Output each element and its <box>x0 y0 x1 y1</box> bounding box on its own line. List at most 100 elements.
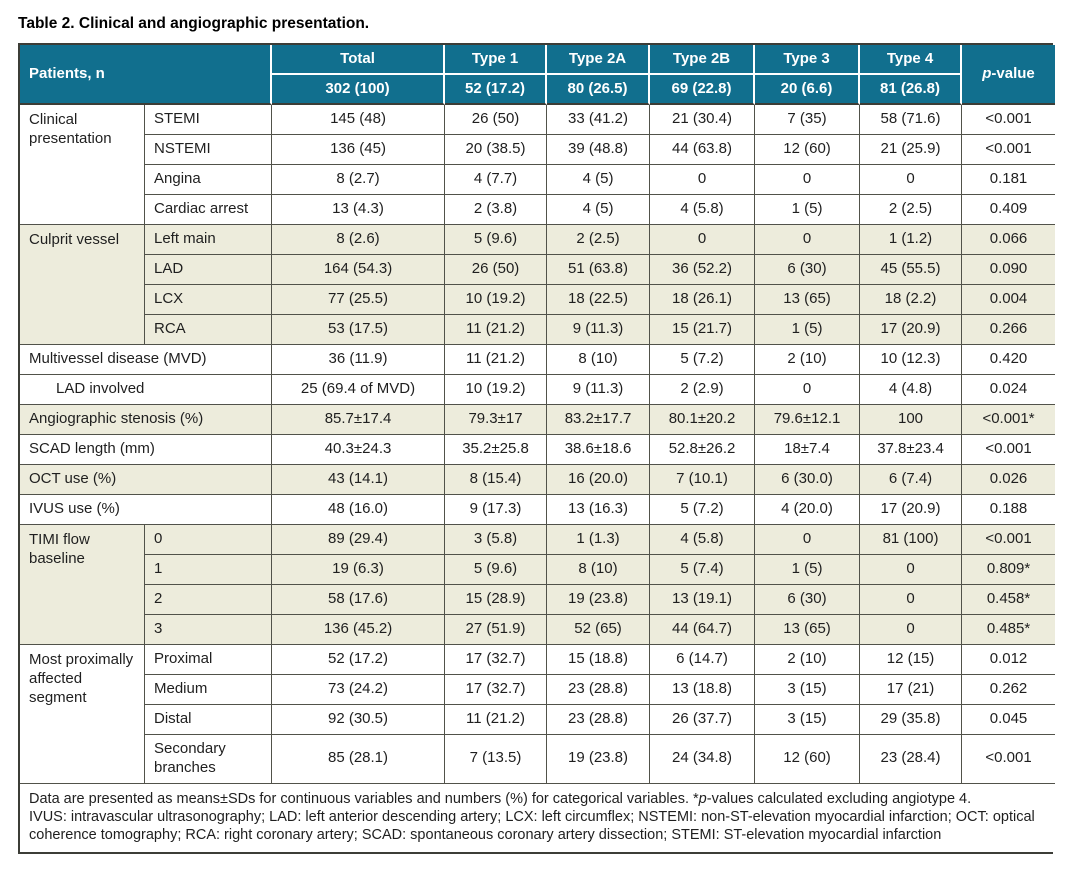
value-cell: 51 (63.8) <box>547 255 651 285</box>
pvalue-cell: 0.181 <box>962 165 1056 195</box>
value-cell: 4 (20.0) <box>755 495 861 525</box>
table-row-lad: LAD 164 (54.3) 26 (50) 51 (63.8) 36 (52.2) 6 … <box>20 255 1056 285</box>
value-cell: 52 (17.2) <box>272 645 446 675</box>
value-cell: 33 (41.2) <box>547 105 651 135</box>
pvalue-cell: <0.001* <box>962 405 1056 435</box>
column-header-type-3: Type 3 <box>755 45 861 75</box>
value-cell: 8 (10) <box>547 555 651 585</box>
value-cell: 12 (15) <box>860 645 963 675</box>
value-cell: 13 (65) <box>755 285 861 315</box>
value-cell: 0 <box>755 225 861 255</box>
value-cell: 21 (30.4) <box>650 105 756 135</box>
pvalue-cell: 0.485* <box>962 615 1056 645</box>
value-cell: 5 (9.6) <box>445 555 548 585</box>
value-cell: 5 (7.2) <box>650 345 756 375</box>
value-cell: 9 (11.3) <box>547 315 651 345</box>
table-row-multivessel-disease-mvd: Multivessel disease (MVD) 36 (11.9) 11 (21… <box>20 345 1056 375</box>
value-cell: 17 (21) <box>860 675 963 705</box>
value-cell: 2 (2.9) <box>650 375 756 405</box>
data-table: Patients, n Total Type 1 Type 2A Type 2B Typ… <box>20 45 1056 853</box>
value-cell: 145 (48) <box>272 105 446 135</box>
value-cell: 10 (19.2) <box>445 375 548 405</box>
table-row-3: 3 136 (45.2) 27 (51.9) 52 (65) 44 (64.7) 13 (… <box>20 615 1056 645</box>
value-cell: 2 (10) <box>755 345 861 375</box>
pvalue-cell: 0.420 <box>962 345 1056 375</box>
group-label-timi-flow-baseline: TIMI flow baseline <box>20 525 145 645</box>
value-cell: 3 (15) <box>755 705 861 735</box>
row-label: NSTEMI <box>145 135 273 165</box>
value-cell: 0 <box>755 165 861 195</box>
value-cell: 48 (16.0) <box>272 495 446 525</box>
value-cell: 10 (19.2) <box>445 285 548 315</box>
group-label-culprit-vessel: Culprit vessel <box>20 225 145 345</box>
value-cell: 4 (5) <box>547 165 651 195</box>
value-cell: 11 (21.2) <box>445 315 548 345</box>
footnote: Data are presented as means±SDs for cont… <box>20 783 1056 853</box>
row-label: LAD <box>145 255 273 285</box>
row-label: SCAD length (mm) <box>20 435 273 465</box>
row-label: OCT use (%) <box>20 465 273 495</box>
column-count-type-2a: 80 (26.5) <box>547 75 651 105</box>
footnote-italic-p: p <box>698 790 707 807</box>
value-cell: 8 (10) <box>547 345 651 375</box>
value-cell: 4 (5) <box>547 195 651 225</box>
footnote-abbreviations: IVUS: intravascular ultrasonography; LAD… <box>29 808 1035 844</box>
row-label: LAD involved <box>20 375 273 405</box>
value-cell: 12 (60) <box>755 735 861 784</box>
row-label: Secondary branches <box>145 735 273 784</box>
value-cell: 10 (12.3) <box>860 345 963 375</box>
value-cell: 7 (10.1) <box>650 465 756 495</box>
column-header-total: Total <box>272 45 446 75</box>
pvalue-cell: 0.012 <box>962 645 1056 675</box>
column-count-total: 302 (100) <box>272 75 446 105</box>
value-cell: 17 (20.9) <box>860 315 963 345</box>
table-row-0: TIMI flow baseline 0 89 (29.4) 3 (5.8) 1 (1.… <box>20 525 1056 645</box>
value-cell: 18±7.4 <box>755 435 861 465</box>
value-cell: 52.8±26.2 <box>650 435 756 465</box>
table-row-1: 1 19 (6.3) 5 (9.6) 8 (10) 5 (7.4) 1 (5) 0 0.809… <box>20 555 1056 585</box>
table-row-2: 2 58 (17.6) 15 (28.9) 19 (23.8) 13 (19.1) 6 (… <box>20 585 1056 615</box>
value-cell: 2 (10) <box>755 645 861 675</box>
value-cell: 39 (48.8) <box>547 135 651 165</box>
table-body: Clinical presentation STEMI 145 (48) 26 (50… <box>20 105 1056 784</box>
pvalue-cell: 0.090 <box>962 255 1056 285</box>
value-cell: 13 (18.8) <box>650 675 756 705</box>
pvalue-cell: 0.026 <box>962 465 1056 495</box>
value-cell: 6 (7.4) <box>860 465 963 495</box>
row-label: Angina <box>145 165 273 195</box>
value-cell: 164 (54.3) <box>272 255 446 285</box>
value-cell: 79.3±17 <box>445 405 548 435</box>
column-header-type-4: Type 4 <box>860 45 963 75</box>
row-label: Proximal <box>145 645 273 675</box>
value-cell: 13 (4.3) <box>272 195 446 225</box>
value-cell: 23 (28.4) <box>860 735 963 784</box>
value-cell: 12 (60) <box>755 135 861 165</box>
value-cell: 73 (24.2) <box>272 675 446 705</box>
value-cell: 36 (52.2) <box>650 255 756 285</box>
value-cell: 37.8±23.4 <box>860 435 963 465</box>
value-cell: 0 <box>860 165 963 195</box>
table-title: Table 2. Clinical and angiographic prese… <box>18 15 370 32</box>
value-cell: 2 (3.8) <box>445 195 548 225</box>
value-cell: 26 (50) <box>445 255 548 285</box>
table-row-ivus-use: IVUS use (%) 48 (16.0) 9 (17.3) 13 (16.3) 5 … <box>20 495 1056 525</box>
value-cell: 77 (25.5) <box>272 285 446 315</box>
value-cell: 0 <box>860 555 963 585</box>
value-cell: 44 (63.8) <box>650 135 756 165</box>
value-cell: 2 (2.5) <box>860 195 963 225</box>
value-cell: 5 (7.2) <box>650 495 756 525</box>
value-cell: 6 (14.7) <box>650 645 756 675</box>
column-count-type-2b: 69 (22.8) <box>650 75 756 105</box>
table-row-scad-length-mm: SCAD length (mm) 40.3±24.3 35.2±25.8 38.6±1… <box>20 435 1056 465</box>
value-cell: 23 (28.8) <box>547 705 651 735</box>
value-cell: 8 (15.4) <box>445 465 548 495</box>
row-label: Distal <box>145 705 273 735</box>
value-cell: 8 (2.6) <box>272 225 446 255</box>
pvalue-cell: 0.458* <box>962 585 1056 615</box>
row-label: Multivessel disease (MVD) <box>20 345 273 375</box>
value-cell: 3 (5.8) <box>445 525 548 555</box>
row-label: Left main <box>145 225 273 255</box>
value-cell: 23 (28.8) <box>547 675 651 705</box>
value-cell: 1 (5) <box>755 195 861 225</box>
row-label: 2 <box>145 585 273 615</box>
